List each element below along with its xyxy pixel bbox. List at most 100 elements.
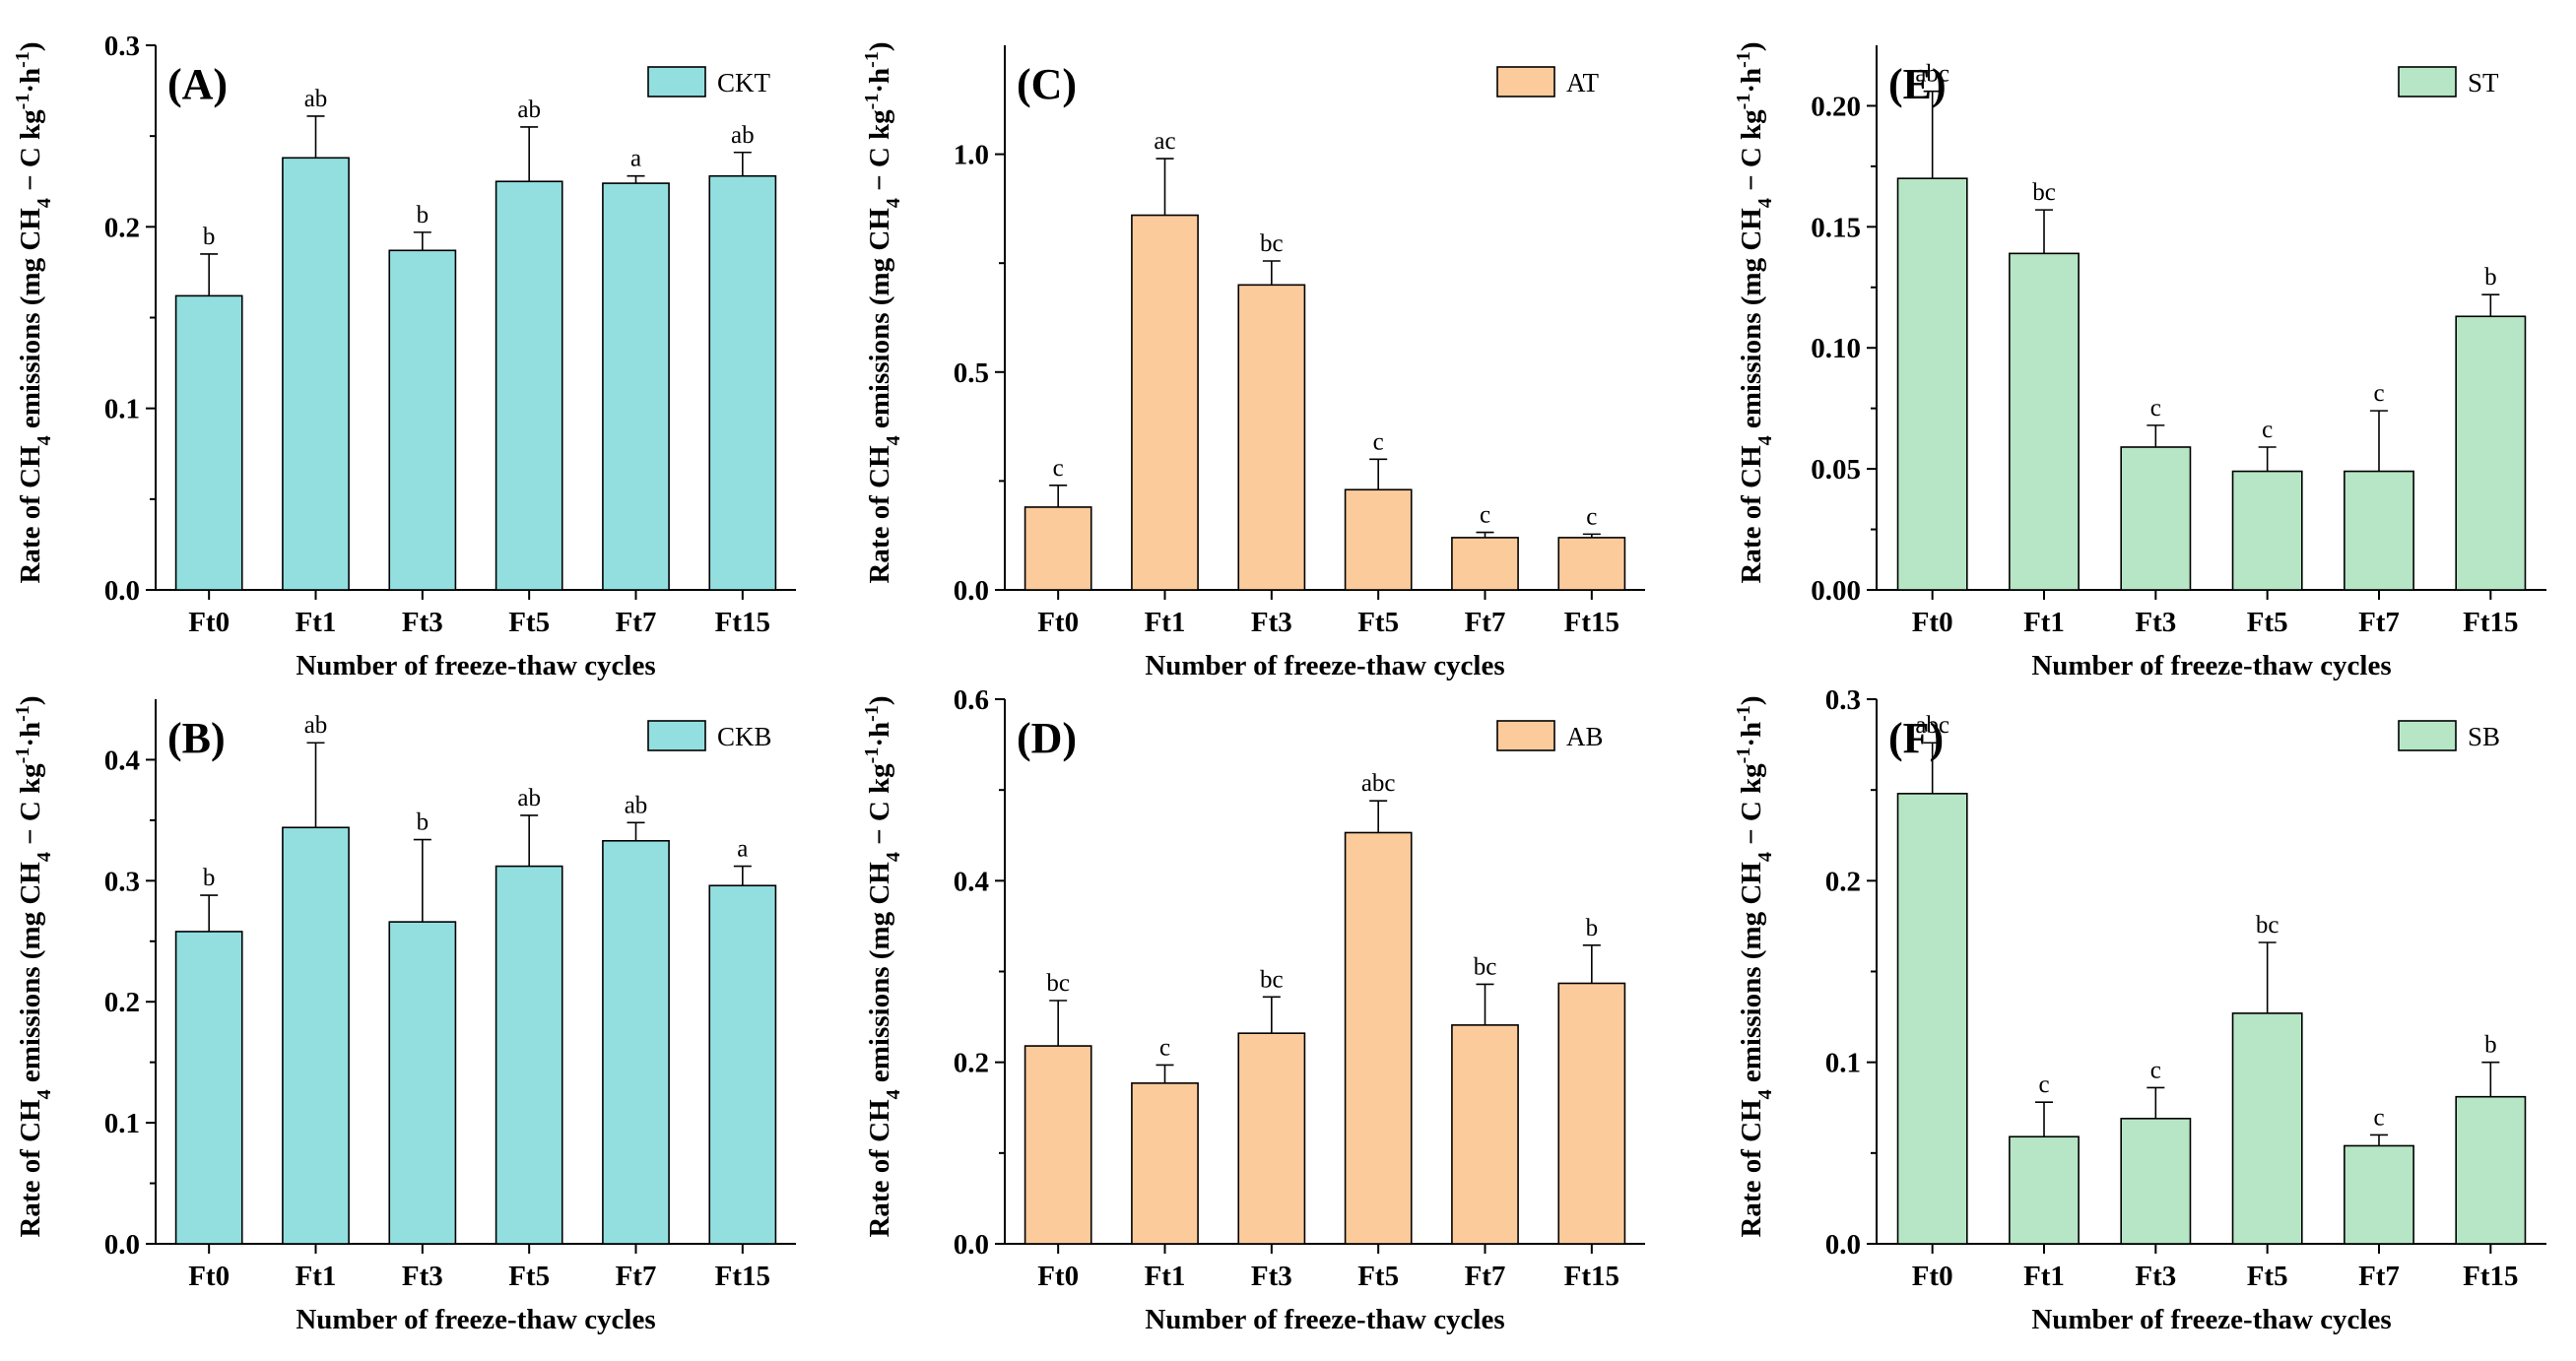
- y-axis-title: Rate of CH4 emissions (mg CH4 − C kg-1·h…: [861, 41, 904, 583]
- x-tick-label: Ft3: [2135, 1261, 2176, 1292]
- y-tick-label: 0.2: [1825, 866, 1861, 897]
- bar-ft0: [174, 294, 243, 591]
- x-tick-label: Ft5: [2247, 1261, 2288, 1292]
- significance-label: bc: [1046, 970, 1070, 997]
- x-tick-label: Ft0: [188, 607, 230, 638]
- significance-label: c: [1053, 455, 1064, 482]
- significance-label: b: [203, 865, 216, 891]
- y-tick-label: 0.1: [1825, 1048, 1861, 1079]
- bar-ft0: [174, 931, 243, 1245]
- y-tick-label: 0.2: [954, 1048, 989, 1079]
- significance-label: b: [417, 810, 429, 836]
- x-tick-label: Ft3: [402, 607, 443, 638]
- chart-panel-d: 0.0 0.2 0.4 0.6 bc Ft0 c Ft1 bc Ft3 abc Ft5 bc Ft7 b Ft…: [861, 684, 1645, 1335]
- x-tick-label: Ft15: [1564, 607, 1619, 638]
- x-axis-title: Number of freeze-thaw cycles: [2031, 650, 2391, 681]
- legend-label: CKB: [717, 722, 772, 751]
- significance-label: a: [630, 146, 641, 172]
- bar-ft1: [1131, 1082, 1199, 1245]
- x-axis-title: Number of freeze-thaw cycles: [296, 650, 655, 681]
- y-axis-title: Rate of CH4 emissions (mg CH4 − C kg-1·h…: [12, 695, 55, 1237]
- significance-label: c: [2373, 1104, 2384, 1131]
- y-tick-label: 0.4: [954, 866, 989, 897]
- x-tick-label: Ft15: [715, 1261, 770, 1292]
- bar-ft7: [602, 182, 670, 591]
- y-tick-label: 0.0: [104, 1229, 140, 1261]
- bar-ft1: [1131, 214, 1199, 591]
- significance-label: bc: [1260, 230, 1284, 257]
- bar-ft7: [1451, 1024, 1519, 1245]
- y-tick-label: 0.5: [954, 357, 989, 389]
- significance-label: ab: [517, 97, 541, 123]
- bar-ft7: [602, 839, 670, 1245]
- bar-ft15: [2455, 315, 2527, 591]
- bar-ft3: [2120, 1118, 2192, 1245]
- bar-ft7: [2344, 1144, 2414, 1245]
- chart-panel-f: 0.0 0.1 0.2 0.3 abc Ft0 c Ft1 c Ft3 bc Ft5 c Ft7 b Ft15…: [1733, 684, 2546, 1335]
- y-tick-label: 0.0: [1825, 1229, 1861, 1261]
- x-tick-label: Ft3: [2135, 607, 2176, 638]
- bar-ft0: [1896, 177, 1968, 591]
- significance-label: ac: [1154, 128, 1175, 155]
- y-tick-label: 0.20: [1811, 91, 1861, 122]
- significance-label: c: [2373, 380, 2384, 407]
- legend-swatch: [1496, 66, 1555, 97]
- chart-panel-b: 0.0 0.1 0.2 0.3 0.4 b Ft0 ab Ft1 b Ft3 ab Ft5 ab Ft7 a F…: [12, 695, 796, 1335]
- x-tick-label: Ft7: [2358, 607, 2400, 638]
- panel-label: (B): [167, 714, 226, 762]
- x-tick-label: Ft0: [1912, 607, 1953, 638]
- significance-label: abc: [1915, 61, 1949, 88]
- panel-label: (E): [1888, 60, 1947, 108]
- x-tick-label: Ft1: [296, 1261, 337, 1292]
- panel-label: (A): [167, 60, 228, 108]
- y-tick-label: 0.05: [1811, 454, 1861, 486]
- significance-label: c: [1480, 502, 1490, 529]
- significance-label: bc: [2256, 912, 2279, 939]
- x-tick-label: Ft1: [2023, 1261, 2065, 1292]
- x-tick-label: Ft1: [1145, 1261, 1186, 1292]
- bar-ft1: [282, 826, 350, 1245]
- y-tick-label: 0.6: [954, 684, 989, 716]
- y-tick-label: 0.15: [1811, 212, 1861, 243]
- significance-label: ab: [517, 785, 541, 811]
- legend-swatch: [2398, 720, 2457, 751]
- x-tick-label: Ft3: [1251, 1261, 1292, 1292]
- x-tick-label: Ft15: [2463, 1261, 2518, 1292]
- y-tick-label: 0.0: [104, 575, 140, 607]
- y-tick-label: 0.3: [104, 31, 140, 62]
- legend-label: CKT: [717, 68, 771, 97]
- significance-label: c: [1586, 503, 1597, 530]
- significance-label: abc: [1361, 770, 1396, 797]
- y-axis-title: Rate of CH4 emissions (mg CH4 − C kg-1·h…: [1733, 41, 1776, 583]
- significance-label: c: [2038, 1071, 2049, 1098]
- x-tick-label: Ft7: [1465, 607, 1506, 638]
- legend-swatch: [647, 66, 706, 97]
- significance-label: c: [1159, 1034, 1170, 1061]
- bar-ft5: [2231, 1012, 2303, 1245]
- significance-label: b: [203, 224, 216, 250]
- bar-ft3: [2120, 446, 2192, 591]
- chart-panel-a: 0.0 0.1 0.2 0.3 b Ft0 ab Ft1 b Ft3 ab Ft5 a Ft7 ab Ft15…: [12, 31, 796, 681]
- y-tick-label: 0.3: [1825, 684, 1861, 716]
- bar-ft15: [1557, 982, 1626, 1245]
- bar-ft5: [1344, 831, 1413, 1245]
- significance-label: ab: [731, 122, 755, 149]
- x-tick-label: Ft1: [1145, 607, 1186, 638]
- x-axis-title: Number of freeze-thaw cycles: [1145, 1304, 1504, 1335]
- y-tick-label: 0.10: [1811, 333, 1861, 364]
- significance-label: c: [2262, 417, 2273, 443]
- x-tick-label: Ft7: [1465, 1261, 1506, 1292]
- legend-label: ST: [2468, 68, 2499, 97]
- bar-ft1: [2009, 1135, 2080, 1245]
- significance-label: ab: [625, 792, 648, 818]
- chart-panel-c: 0.0 0.5 1.0 c Ft0 ac Ft1 bc Ft3 c Ft5 c Ft7 c Ft15 Numb…: [861, 41, 1645, 681]
- significance-label: c: [2150, 1057, 2161, 1083]
- significance-label: c: [1373, 428, 1384, 455]
- significance-label: b: [2484, 264, 2497, 291]
- x-tick-label: Ft1: [2023, 607, 2065, 638]
- bar-ft3: [388, 249, 457, 591]
- bar-ft7: [2344, 470, 2414, 591]
- x-tick-label: Ft0: [1912, 1261, 1953, 1292]
- bar-ft3: [1237, 284, 1306, 591]
